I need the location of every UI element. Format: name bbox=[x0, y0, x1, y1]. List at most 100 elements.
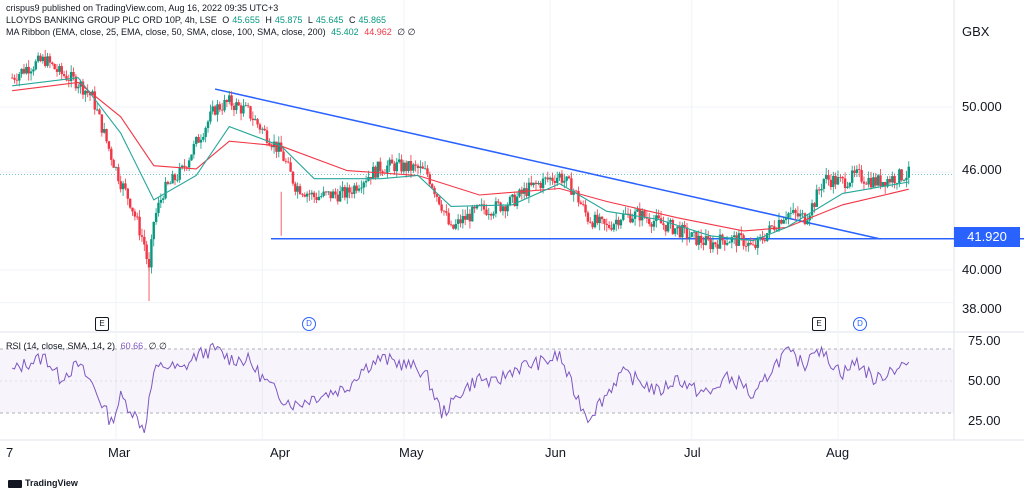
candle-body bbox=[171, 174, 174, 184]
candle-body bbox=[905, 177, 908, 181]
candle-body bbox=[199, 139, 203, 143]
candle-body bbox=[202, 136, 205, 140]
candle-body bbox=[138, 216, 141, 236]
candle-body bbox=[598, 216, 601, 224]
candle-body bbox=[423, 168, 427, 170]
candle-body bbox=[891, 176, 894, 183]
candle-body bbox=[310, 192, 314, 195]
candle-body bbox=[697, 235, 700, 245]
candle-body bbox=[230, 95, 233, 106]
candle-body bbox=[881, 181, 885, 186]
candle-body bbox=[707, 236, 710, 240]
candle-body bbox=[320, 196, 323, 197]
candle-body bbox=[799, 213, 802, 217]
candle-body bbox=[579, 202, 583, 205]
candle-body bbox=[114, 167, 118, 168]
candle-body bbox=[858, 169, 861, 171]
candle-body bbox=[742, 235, 745, 246]
candle-body bbox=[298, 186, 302, 195]
candle-body bbox=[669, 220, 672, 223]
candle-body bbox=[907, 166, 910, 178]
candle-body bbox=[60, 66, 63, 75]
candle-body bbox=[343, 187, 347, 198]
candle-body bbox=[690, 232, 693, 238]
candle-body bbox=[718, 234, 722, 249]
dividend-marker[interactable]: D bbox=[853, 317, 867, 331]
candle-body bbox=[187, 160, 191, 168]
tradingview-brand[interactable]: TradingView bbox=[8, 478, 78, 488]
candle-body bbox=[810, 203, 814, 216]
candle-body bbox=[140, 235, 144, 237]
candle-body bbox=[855, 169, 859, 173]
candle-body bbox=[279, 142, 283, 152]
candle-body bbox=[110, 148, 113, 160]
candle-body bbox=[671, 220, 675, 234]
candle-body bbox=[657, 215, 660, 219]
candle-body bbox=[393, 163, 396, 172]
candle-body bbox=[456, 219, 460, 224]
earnings-marker[interactable]: E bbox=[95, 317, 109, 331]
candle-body bbox=[504, 206, 507, 212]
candle-body bbox=[605, 223, 608, 225]
candle-body bbox=[346, 187, 349, 198]
candle-body bbox=[501, 206, 505, 212]
candle-body bbox=[777, 219, 781, 230]
trendline[interactable] bbox=[214, 88, 881, 240]
candle-body bbox=[256, 119, 259, 125]
candle-body bbox=[183, 165, 186, 168]
candle-body bbox=[650, 223, 653, 227]
candle-body bbox=[44, 56, 47, 66]
ema25-line bbox=[12, 77, 909, 242]
candle-body bbox=[18, 74, 21, 81]
ohlc-high-label: H bbox=[265, 15, 272, 25]
candle-body bbox=[32, 69, 35, 72]
candle-body bbox=[272, 141, 276, 148]
candle-body bbox=[331, 191, 335, 199]
candle-body bbox=[36, 55, 40, 62]
candle-body bbox=[494, 201, 498, 214]
candle-body bbox=[447, 212, 450, 225]
candle-body bbox=[48, 56, 52, 63]
candle-body bbox=[145, 244, 148, 260]
candle-body bbox=[161, 198, 165, 200]
candle-body bbox=[681, 224, 684, 238]
candle-body bbox=[780, 219, 783, 224]
candle-body bbox=[419, 166, 422, 169]
dividend-marker[interactable]: D bbox=[302, 317, 316, 331]
candle-body bbox=[485, 209, 488, 215]
candle-body bbox=[612, 224, 616, 230]
candle-body bbox=[784, 217, 788, 220]
candle-body bbox=[596, 214, 599, 224]
rsi-value: 60.66 bbox=[120, 341, 144, 351]
time-tick-7: 7 bbox=[6, 445, 14, 460]
candle-body bbox=[570, 178, 573, 195]
candle-body bbox=[277, 142, 281, 152]
candle-body bbox=[459, 219, 462, 224]
candle-body bbox=[648, 218, 651, 224]
candle-body bbox=[532, 182, 535, 186]
candle-body bbox=[107, 141, 111, 149]
ribbon-legend[interactable]: MA Ribbon (EMA, close, 25, EMA, close, 5… bbox=[6, 27, 418, 38]
rsi-tick-75: 75.00 bbox=[968, 333, 1001, 348]
candle-body bbox=[702, 242, 705, 245]
candle-body bbox=[888, 178, 892, 183]
candle-body bbox=[732, 235, 736, 238]
candle-body bbox=[563, 180, 566, 183]
candle-body bbox=[704, 236, 708, 245]
rsi-rest: ∅ ∅ bbox=[148, 341, 167, 351]
candle-body bbox=[633, 211, 637, 219]
candle-body bbox=[615, 219, 618, 225]
candle-body bbox=[827, 175, 830, 180]
earnings-marker[interactable]: E bbox=[812, 317, 826, 331]
ohlc-high-value: 45.875 bbox=[274, 15, 303, 25]
rsi-line bbox=[12, 342, 910, 433]
candle-body bbox=[232, 105, 236, 111]
candle-body bbox=[412, 164, 415, 171]
candle-body bbox=[638, 209, 642, 221]
candle-body bbox=[874, 177, 877, 186]
rsi-legend[interactable]: RSI (14, close, SMA, 14, 2) 60.66 ∅ ∅ bbox=[6, 341, 170, 352]
candle-body bbox=[405, 162, 408, 171]
candle-body bbox=[789, 212, 793, 214]
candle-body bbox=[435, 194, 439, 197]
